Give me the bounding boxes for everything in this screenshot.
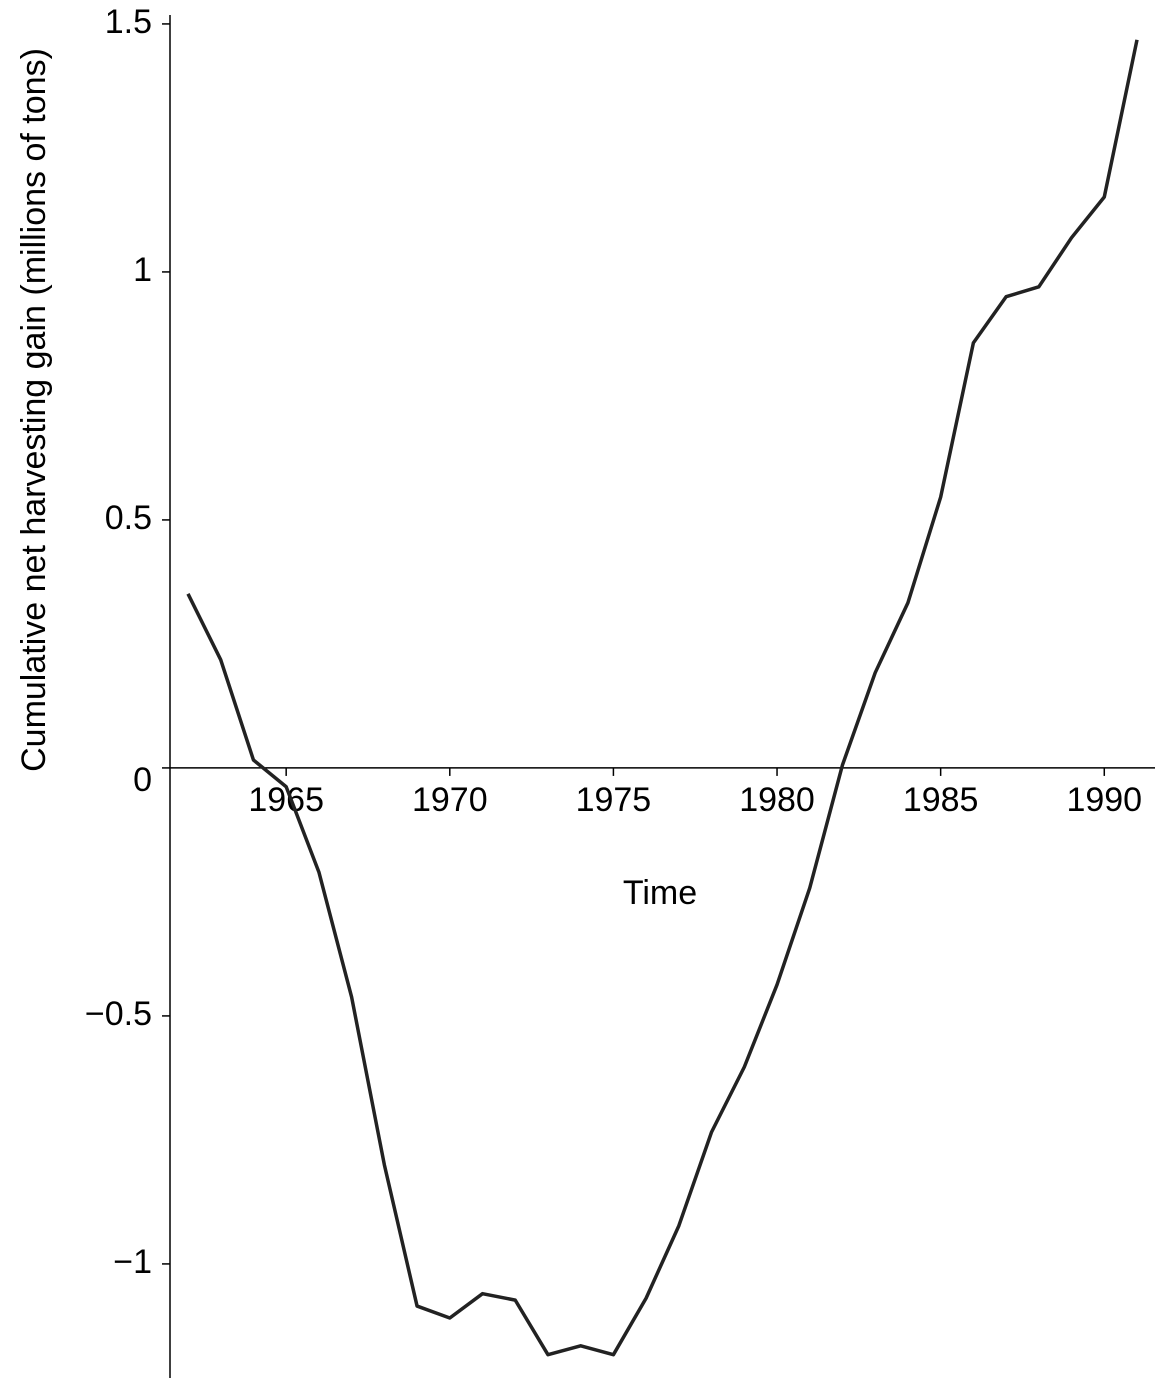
y-tick-label: 0.5 xyxy=(105,499,152,537)
data-line xyxy=(186,39,1139,1357)
y-tick-label: −1 xyxy=(113,1243,152,1281)
y-tick-label: 0 xyxy=(133,761,152,799)
y-tick-label: 1 xyxy=(133,251,152,289)
x-axis-title: Time xyxy=(623,874,697,912)
y-tick-label: 1.5 xyxy=(105,3,152,41)
y-tick-label: −0.5 xyxy=(85,995,152,1033)
x-tick-label: 1990 xyxy=(1066,781,1142,819)
x-tick-label: 1970 xyxy=(412,781,488,819)
x-tick-label: 1985 xyxy=(903,781,979,819)
y-axis-title: Cumulative net harvesting gain (millions… xyxy=(15,48,53,772)
x-tick-label: 1980 xyxy=(739,781,815,819)
x-tick-label: 1975 xyxy=(576,781,652,819)
